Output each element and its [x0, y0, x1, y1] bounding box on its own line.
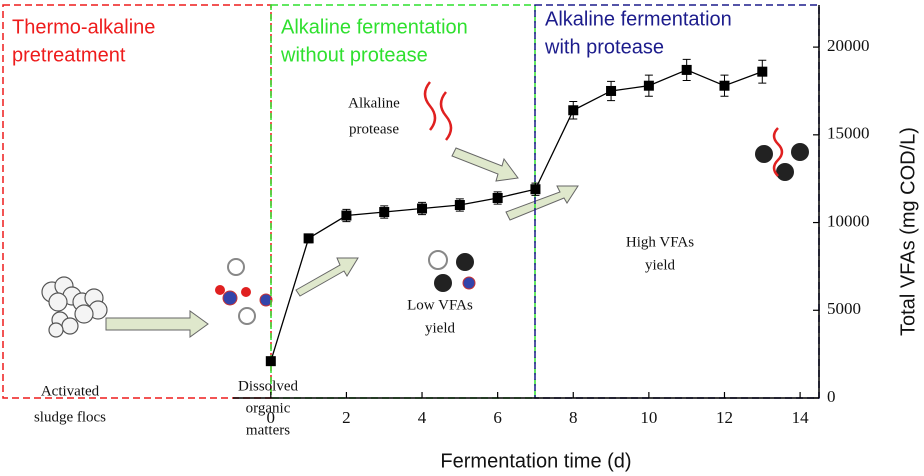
data-point [606, 85, 617, 96]
annotation: Alkaline [348, 95, 400, 111]
annotation: yield [645, 257, 675, 273]
y-axis-title: Total VFAs (mg COD/L) [897, 127, 919, 336]
y-tick-label: 20000 [827, 36, 870, 55]
x-tick-label: 6 [493, 408, 502, 427]
data-point [643, 80, 654, 91]
annotation: yield [425, 320, 455, 336]
data-point [568, 105, 579, 116]
phase-title: with protease [544, 36, 664, 58]
x-axis-title: Fermentation time (d) [440, 450, 631, 472]
phase-title: pretreatment [12, 44, 126, 66]
annotation: High VFAs [626, 234, 694, 250]
annotation: sludge flocs [34, 409, 106, 425]
x-tick-label: 2 [342, 408, 351, 427]
annotation: Dissolved [238, 378, 299, 394]
y-tick-label: 10000 [827, 211, 870, 230]
annotation: protease [349, 121, 399, 137]
data-point [454, 200, 465, 211]
annotation: matters [246, 422, 290, 438]
data-point [492, 192, 503, 203]
x-tick-label: 4 [418, 408, 427, 427]
phase-title: Thermo-alkaline [12, 16, 155, 38]
y-tick-label: 0 [827, 387, 836, 406]
data-point [379, 207, 390, 218]
annotation: Activated [41, 383, 100, 399]
x-tick-label: 14 [792, 408, 810, 427]
data-point [303, 233, 314, 244]
y-tick-label: 15000 [827, 124, 870, 143]
phase-title: Alkaline fermentation [545, 8, 732, 30]
icons [41, 81, 809, 338]
data-point [265, 356, 276, 367]
data-point [530, 184, 541, 195]
phase-box [534, 4, 820, 399]
x-tick-label: 12 [716, 408, 733, 427]
data-point [757, 66, 768, 77]
annotation: organic [246, 400, 291, 416]
x-tick-label: 8 [569, 408, 578, 427]
data-point [417, 203, 428, 214]
annotation: Low VFAs [407, 297, 473, 313]
data-line [270, 69, 763, 362]
data-point [681, 64, 692, 75]
x-tick-label: 10 [640, 408, 657, 427]
x-tick-label: 0 [267, 408, 276, 427]
phase-title: Alkaline fermentation [281, 16, 468, 38]
phase-title: without protease [280, 44, 428, 66]
y-tick-label: 5000 [827, 299, 861, 318]
data-point [719, 80, 730, 91]
phase-box [270, 4, 536, 399]
data-point [341, 210, 352, 221]
